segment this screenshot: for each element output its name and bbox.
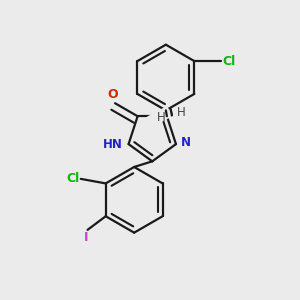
Text: N: N: [181, 136, 190, 149]
Text: O: O: [107, 88, 118, 101]
Text: H: H: [157, 111, 166, 124]
Text: H: H: [177, 106, 186, 119]
Text: Cl: Cl: [66, 172, 80, 185]
Text: I: I: [84, 231, 89, 244]
Text: Cl: Cl: [223, 55, 236, 68]
Text: HN: HN: [103, 138, 123, 151]
